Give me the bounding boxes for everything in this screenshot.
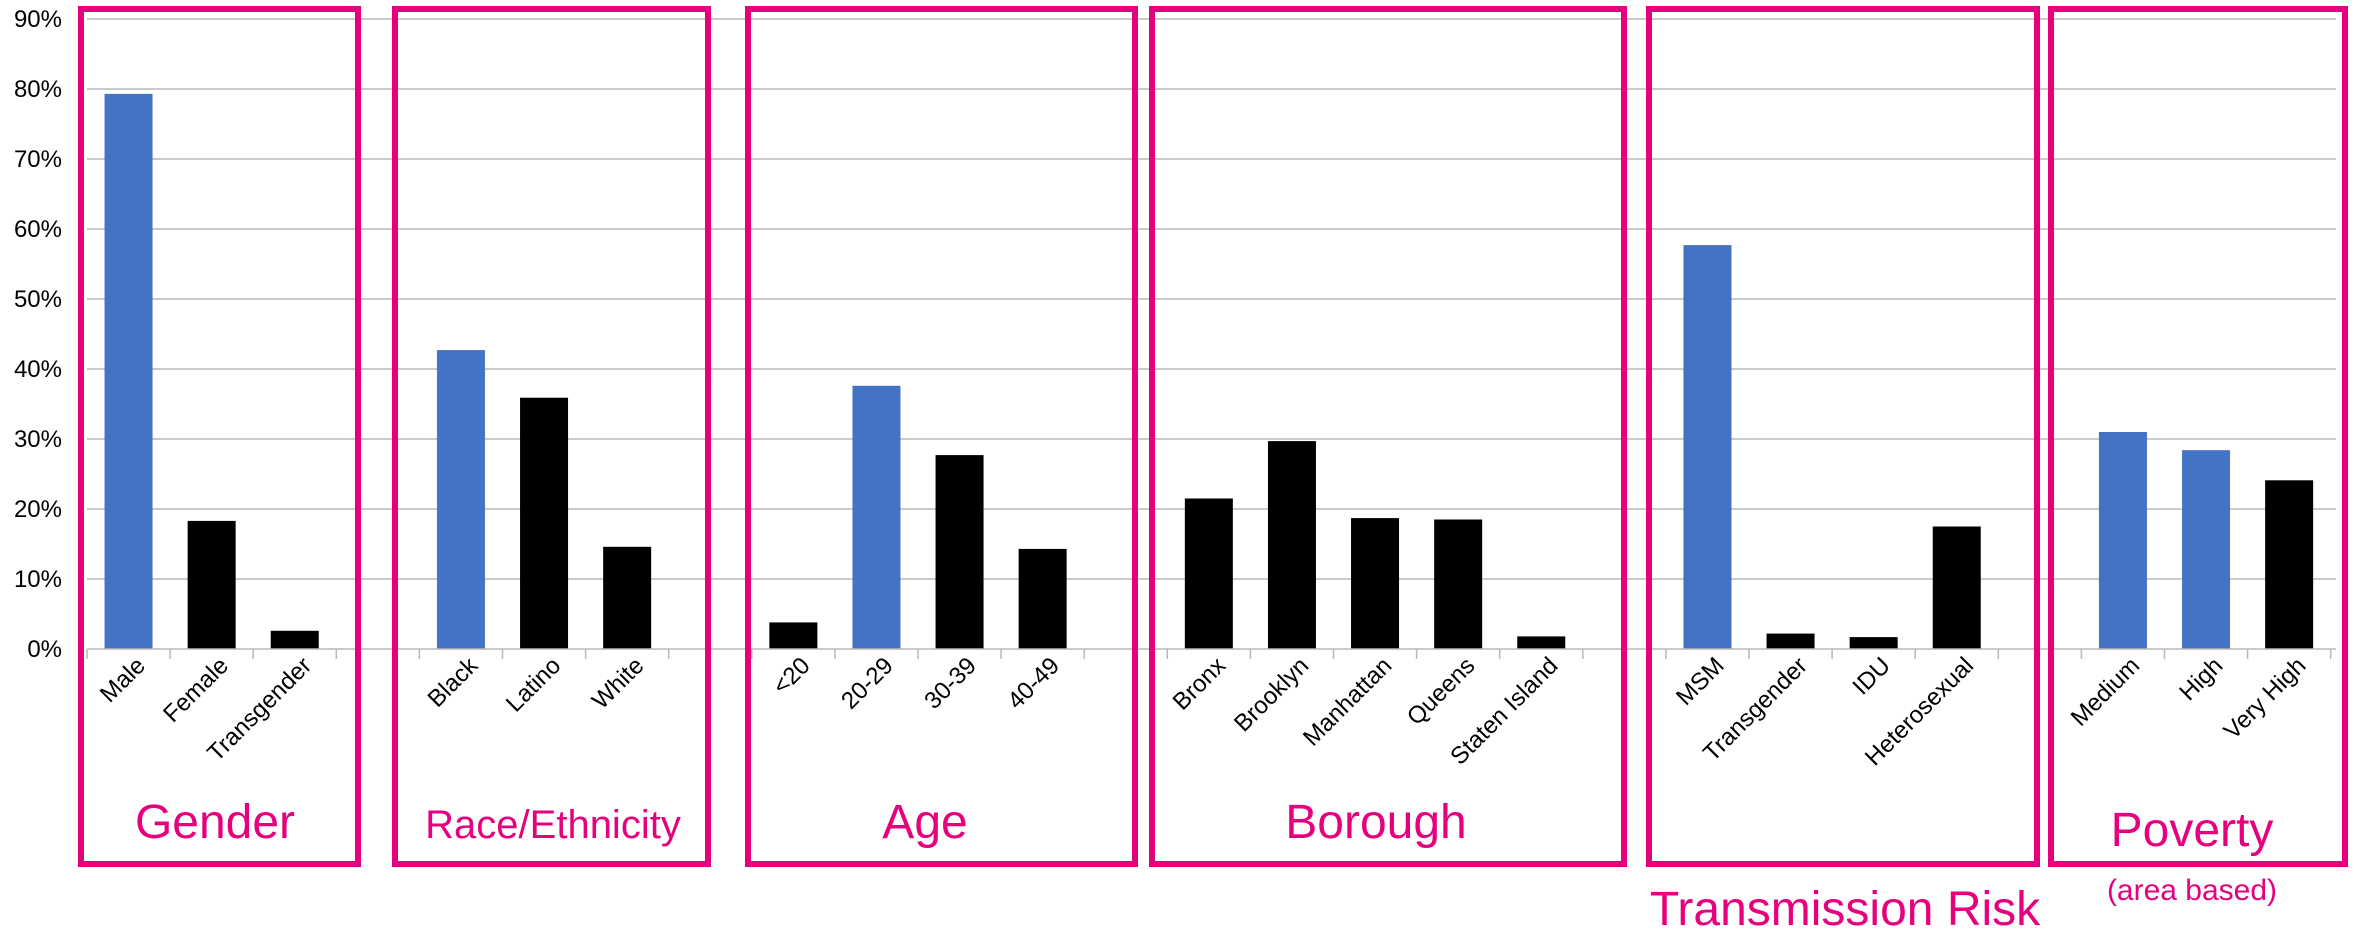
- y-tick-label: 0%: [27, 636, 62, 663]
- bar: [1683, 245, 1732, 649]
- bar: [2098, 432, 2147, 649]
- category-label: 40-49: [1002, 652, 1065, 715]
- category-label: Latino: [501, 652, 566, 717]
- category-label: 20-29: [836, 652, 899, 715]
- bar: [1018, 548, 1067, 649]
- category-label: Male: [95, 652, 151, 708]
- bar: [603, 546, 652, 649]
- category-label: Very High: [2219, 652, 2312, 745]
- y-tick-label: 40%: [14, 356, 62, 383]
- bar: [436, 350, 485, 649]
- group-box: [1646, 6, 2040, 867]
- group-label: Race/Ethnicity: [425, 803, 681, 847]
- bar: [1184, 498, 1233, 649]
- category-label: Black: [423, 651, 484, 712]
- y-tick-label: 10%: [14, 566, 62, 593]
- gridlines: [87, 18, 2336, 580]
- category-label: <20: [768, 652, 816, 700]
- group-box: [1149, 6, 1627, 867]
- y-tick-label: 90%: [14, 6, 62, 33]
- group-label: Borough: [1285, 796, 1466, 849]
- y-tick-label: 20%: [14, 496, 62, 523]
- bar: [769, 622, 818, 649]
- group-box: [745, 6, 1138, 867]
- group-sublabel: (area based): [2107, 874, 2277, 907]
- group-boxes: [78, 6, 2348, 867]
- group-box: [2048, 6, 2348, 867]
- bars: [104, 93, 2314, 649]
- category-label: White: [587, 652, 649, 714]
- bar: [187, 520, 236, 649]
- bar: [1766, 633, 1815, 649]
- category-label: MSM: [1671, 652, 1730, 711]
- y-tick-label: 70%: [14, 146, 62, 173]
- bar: [1932, 526, 1981, 649]
- category-label: Manhattan: [1298, 652, 1397, 751]
- category-label: 30-39: [919, 652, 982, 715]
- bar: [1351, 518, 1400, 649]
- bar: [1517, 636, 1566, 649]
- group-box: [78, 6, 361, 867]
- y-tick-label: 30%: [14, 426, 62, 453]
- x-axis-tick-marks: [86, 649, 2332, 659]
- bar: [270, 630, 319, 649]
- group-label: Age: [882, 796, 967, 849]
- category-label: Queens: [1402, 652, 1481, 731]
- bar: [2265, 480, 2314, 649]
- category-label: High: [2174, 652, 2228, 706]
- category-label: Female: [158, 652, 234, 728]
- y-tick-label: 50%: [14, 286, 62, 313]
- group-label: Transmission Risk: [1650, 883, 2041, 932]
- y-tick-label: 80%: [14, 76, 62, 103]
- bar: [2182, 450, 2231, 649]
- group-label: Gender: [135, 796, 295, 849]
- category-label: IDU: [1848, 652, 1896, 700]
- category-label: Bronx: [1168, 652, 1231, 715]
- bar: [852, 385, 901, 649]
- bar: [935, 455, 984, 649]
- group-label: Poverty: [2111, 804, 2274, 857]
- group-box: [392, 6, 711, 867]
- group-labels: Gender Race/Ethnicity Age Borough Transmissi…: [135, 796, 2277, 932]
- category-label: Brooklyn: [1229, 652, 1314, 737]
- bar: [1267, 441, 1316, 649]
- category-label: Medium: [2066, 652, 2145, 731]
- bar: [104, 93, 153, 649]
- y-axis-ticks: 0% 10% 20% 30% 40% 50% 60% 70% 80% 90%: [14, 6, 62, 663]
- bar: [520, 397, 569, 649]
- bar: [1849, 637, 1898, 649]
- bar: [1434, 519, 1483, 649]
- y-tick-label: 60%: [14, 216, 62, 243]
